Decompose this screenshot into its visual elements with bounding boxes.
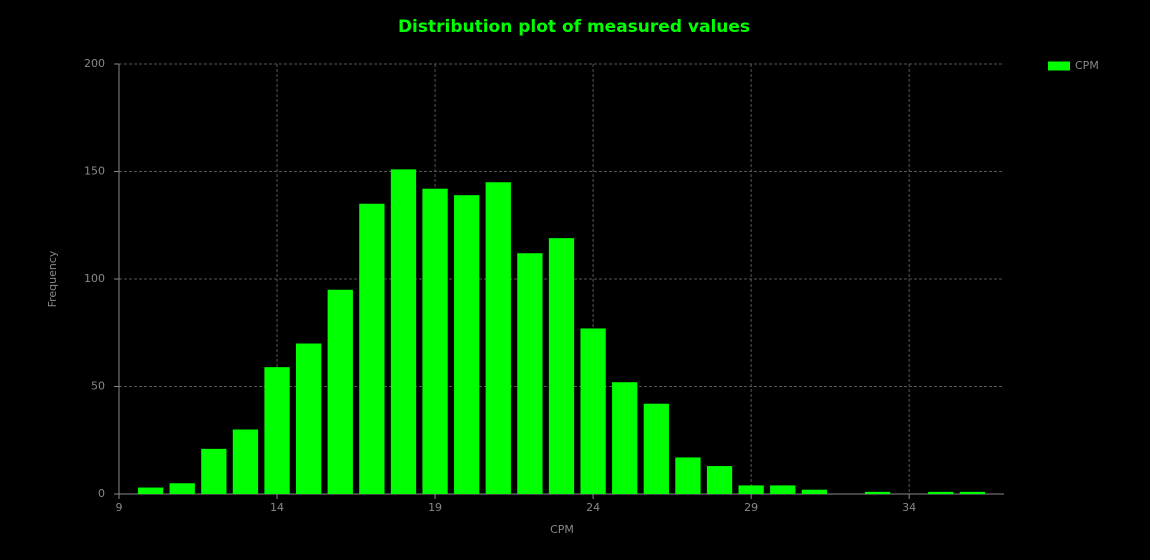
- bar: [864, 491, 891, 494]
- x-axis-label: CPM: [550, 523, 574, 536]
- bar: [201, 448, 227, 494]
- bar: [517, 253, 543, 494]
- x-tick-label: 9: [116, 501, 123, 514]
- x-tick-label: 34: [902, 501, 916, 514]
- legend-label: CPM: [1075, 59, 1099, 72]
- y-tick-label: 0: [98, 487, 105, 500]
- bar: [801, 489, 827, 494]
- bar: [485, 182, 511, 494]
- chart-title: Distribution plot of measured values: [398, 17, 750, 37]
- bar: [264, 367, 290, 494]
- x-tick-label: 24: [586, 501, 600, 514]
- bar: [706, 466, 733, 494]
- y-tick-label: 150: [84, 165, 105, 178]
- bar: [454, 195, 480, 494]
- bar: [675, 457, 701, 494]
- bar: [296, 343, 322, 494]
- bar: [548, 238, 575, 494]
- bar: [422, 188, 448, 494]
- x-tick-label: 14: [270, 501, 284, 514]
- x-tick-label: 19: [428, 501, 442, 514]
- bar: [959, 491, 986, 494]
- bar: [928, 491, 954, 494]
- bar: [232, 429, 259, 494]
- bar: [169, 483, 195, 494]
- bar: [137, 487, 164, 494]
- bar: [770, 485, 796, 494]
- y-axis-label: Frequency: [46, 250, 59, 307]
- bar: [612, 382, 638, 494]
- bar: [738, 485, 764, 494]
- bar: [580, 328, 606, 494]
- bar: [359, 203, 385, 494]
- legend-swatch: [1048, 61, 1070, 71]
- y-tick-label: 200: [84, 57, 105, 70]
- x-tick-label: 29: [744, 501, 758, 514]
- y-tick-label: 100: [84, 272, 105, 285]
- bar: [327, 289, 353, 494]
- bar: [390, 169, 417, 494]
- y-tick-label: 50: [91, 380, 105, 393]
- bar: [643, 403, 669, 494]
